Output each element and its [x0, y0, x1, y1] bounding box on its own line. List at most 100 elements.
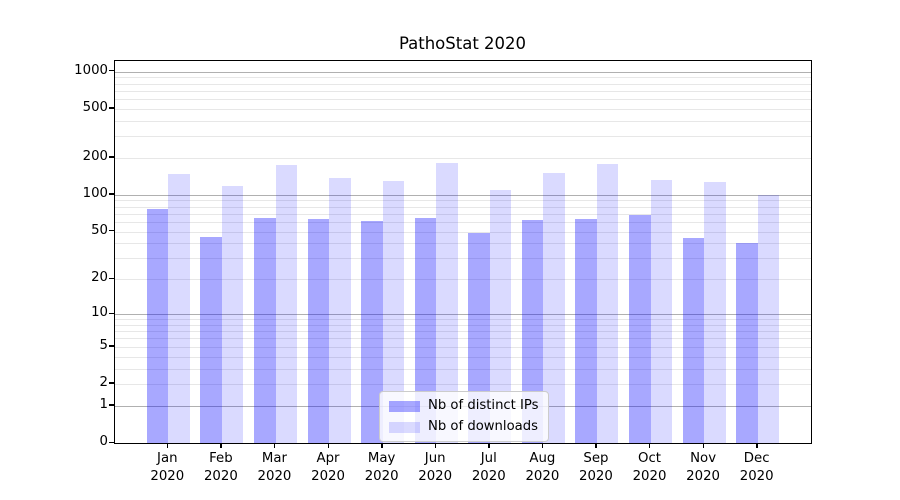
bar-distinct-ips-jul: [468, 232, 490, 443]
y-gridline-50: [115, 231, 811, 233]
y-gridline-40: [115, 243, 811, 245]
bar-distinct-ips-mar: [254, 217, 276, 443]
x-tick-label-feb: Feb 2020: [203, 451, 238, 484]
y-gridline-6: [115, 338, 811, 340]
x-tick-label-jan: Jan 2020: [150, 451, 185, 484]
y-gridline-400: [115, 120, 811, 122]
x-tick-mark-mar: [273, 443, 276, 449]
x-tick-mark-jul: [488, 443, 490, 449]
bar-downloads-jul: [489, 189, 512, 443]
y-gridline-100: [115, 194, 811, 196]
bar-downloads-sep: [596, 163, 619, 443]
x-tick-label-mar: Mar 2020: [257, 451, 292, 484]
legend-swatch-distinct-ips: [389, 400, 420, 412]
x-tick-label-sep: Sep 2020: [579, 451, 613, 484]
x-tick-label-jul: Jul 2020: [471, 451, 506, 484]
legend: Nb of distinct IPs Nb of downloads: [379, 391, 549, 442]
y-gridline-10: [115, 314, 811, 316]
y-tick-mark-200: [109, 156, 114, 158]
bar-downloads-feb: [221, 186, 244, 443]
y-tick-label-20: 20: [91, 270, 108, 286]
y-tick-label-1: 1: [99, 396, 108, 412]
bar-downloads-oct: [650, 180, 672, 443]
y-tick-label-0: 0: [99, 434, 108, 449]
bar-downloads-aug: [543, 172, 565, 443]
y-gridline-300: [115, 136, 811, 138]
y-gridline-90: [115, 200, 811, 202]
bar-downloads-may: [382, 180, 405, 443]
legend-item-distinct-ips: Nb of distinct IPs: [389, 399, 539, 413]
y-tick-label-50: 50: [91, 222, 108, 238]
x-tick-label-oct: Oct 2020: [632, 451, 667, 484]
y-gridline-1000: [115, 71, 811, 73]
y-gridline-60: [115, 222, 811, 223]
legend-item-downloads: Nb of downloads: [389, 420, 539, 434]
y-gridline-3: [115, 368, 811, 370]
x-tick-mark-nov: [702, 443, 704, 449]
x-tick-label-jun: Jun 2020: [418, 451, 453, 484]
y-tick-mark-5: [109, 345, 114, 347]
x-tick-mark-feb: [220, 443, 222, 449]
x-tick-mark-dec: [756, 443, 758, 449]
bar-distinct-ips-jan: [146, 209, 169, 443]
y-gridline-600: [115, 98, 811, 100]
x-tick-mark-jan: [166, 443, 169, 449]
x-tick-mark-oct: [649, 443, 651, 449]
x-tick-label-may: May 2020: [364, 451, 399, 484]
y-gridline-8: [115, 324, 811, 326]
x-tick-label-apr: Apr 2020: [311, 451, 345, 484]
bar-distinct-ips-may: [361, 221, 383, 443]
y-tick-mark-10: [109, 312, 114, 314]
y-tick-label-1000: 1000: [74, 62, 108, 78]
x-tick-mark-apr: [327, 443, 329, 449]
chart-title: PathoStat 2020: [398, 34, 527, 53]
y-gridline-2: [115, 383, 811, 385]
bar-distinct-ips-dec: [736, 243, 758, 443]
y-tick-label-200: 200: [82, 148, 108, 164]
y-tick-mark-2: [109, 382, 114, 384]
y-gridline-200: [115, 157, 811, 159]
x-tick-label-nov: Nov 2020: [686, 451, 721, 484]
y-tick-label-5: 5: [99, 337, 108, 353]
x-tick-label-aug: Aug 2020: [525, 451, 560, 484]
legend-label-downloads: Nb of downloads: [428, 419, 538, 434]
x-tick-mark-jun: [434, 443, 437, 449]
legend-swatch-downloads: [389, 421, 420, 433]
y-gridline-9: [115, 319, 811, 321]
x-tick-mark-sep: [595, 443, 597, 449]
y-gridline-900: [115, 77, 811, 79]
legend-label-distinct-ips: Nb of distinct IPs: [428, 398, 539, 413]
y-gridline-5: [115, 346, 811, 348]
bar-downloads-jan: [168, 174, 190, 443]
y-tick-label-10: 10: [91, 305, 108, 321]
y-tick-mark-100: [109, 193, 114, 195]
y-tick-mark-20: [109, 277, 114, 280]
y-gridline-4: [115, 356, 811, 358]
y-tick-mark-500: [109, 107, 114, 109]
bar-downloads-apr: [329, 178, 351, 443]
x-tick-label-dec: Dec 2020: [739, 451, 774, 484]
y-gridline-80: [115, 206, 811, 208]
bar-distinct-ips-feb: [200, 237, 222, 443]
y-tick-mark-1: [109, 404, 114, 406]
bar-downloads-mar: [275, 164, 297, 443]
y-gridline-20: [115, 279, 811, 281]
bar-downloads-dec: [757, 194, 780, 443]
bar-distinct-ips-jun: [414, 217, 437, 443]
bar-distinct-ips-aug: [521, 220, 544, 443]
y-tick-mark-0: [109, 441, 114, 443]
y-tick-label-2: 2: [99, 374, 108, 390]
plot-area: Nb of distinct IPs Nb of downloads: [114, 60, 812, 444]
y-gridline-700: [115, 90, 811, 92]
x-tick-mark-may: [381, 443, 383, 449]
y-gridline-70: [115, 213, 811, 215]
y-gridline-800: [115, 83, 811, 85]
y-gridline-30: [115, 258, 811, 260]
bar-distinct-ips-apr: [307, 218, 329, 443]
x-tick-mark-aug: [541, 443, 544, 449]
y-tick-mark-1000: [109, 70, 114, 72]
y-tick-label-500: 500: [82, 99, 108, 115]
bar-downloads-jun: [436, 162, 458, 443]
y-gridline-7: [115, 331, 811, 333]
